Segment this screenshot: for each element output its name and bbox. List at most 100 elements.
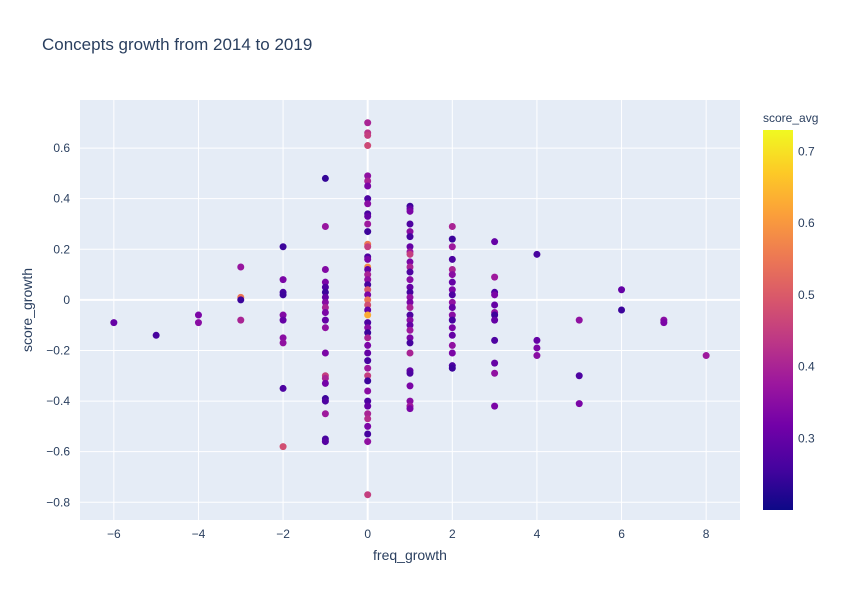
scatter-point	[491, 316, 499, 324]
scatter-point	[364, 255, 372, 263]
scatter-point	[364, 319, 372, 327]
scatter-point	[364, 195, 372, 203]
scatter-point	[575, 400, 583, 408]
x-tick-label: 4	[534, 527, 541, 541]
scatter-point	[448, 291, 456, 299]
scatter-point	[448, 341, 456, 349]
scatter-point	[364, 306, 372, 314]
scatter-point	[448, 255, 456, 263]
scatter-point	[321, 283, 329, 291]
scatter-point	[491, 359, 499, 367]
scatter-point	[279, 291, 287, 299]
scatter-point	[406, 207, 414, 215]
y-tick-label: 0.6	[53, 141, 70, 155]
scatter-point	[702, 352, 710, 360]
x-axis-ticks: −6 −4 −2 0 2 4 6 8	[107, 527, 710, 541]
scatter-point	[364, 212, 372, 220]
scatter-point	[491, 336, 499, 344]
scatter-point	[448, 349, 456, 357]
scatter-point	[406, 243, 414, 251]
scatter-point	[406, 250, 414, 258]
scatter-point	[364, 177, 372, 185]
x-tick-label: 0	[364, 527, 371, 541]
scatter-point	[406, 349, 414, 357]
scatter-point	[406, 276, 414, 284]
colorbar-ticks: 0.3 0.4 0.5 0.6 0.7	[798, 145, 815, 446]
scatter-point	[364, 422, 372, 430]
y-tick-label: 0	[63, 293, 70, 307]
scatter-point	[406, 316, 414, 324]
scatter-point	[448, 311, 456, 319]
y-tick-label: −0.4	[46, 394, 70, 408]
scatter-point	[575, 372, 583, 380]
scatter-point	[364, 491, 372, 499]
scatter-point	[279, 443, 287, 451]
scatter-point	[364, 357, 372, 365]
scatter-point	[448, 364, 456, 372]
scatter-point	[406, 321, 414, 329]
scatter-point	[321, 397, 329, 405]
scatter-point	[491, 402, 499, 410]
scatter-point	[364, 182, 372, 190]
scatter-point	[321, 298, 329, 306]
y-axis-title: score_growth	[19, 268, 35, 352]
chart-title: Concepts growth from 2014 to 2019	[42, 35, 312, 54]
scatter-point	[533, 336, 541, 344]
x-tick-label: −4	[192, 527, 206, 541]
x-tick-label: 6	[618, 527, 625, 541]
scatter-point	[321, 293, 329, 301]
colorbar-tick-label: 0.7	[798, 145, 815, 159]
scatter-point	[364, 387, 372, 395]
colorbar	[763, 130, 793, 510]
y-tick-label: 0.4	[53, 192, 70, 206]
scatter-point	[321, 303, 329, 311]
scatter-point	[406, 268, 414, 276]
scatter-point	[448, 235, 456, 243]
scatter-point	[491, 238, 499, 246]
scatter-point	[406, 288, 414, 296]
scatter-point	[279, 334, 287, 342]
scatter-point	[448, 271, 456, 279]
scatter-point	[364, 131, 372, 139]
scatter-point	[406, 334, 414, 342]
scatter-point	[321, 410, 329, 418]
scatter-point	[279, 276, 287, 284]
scatter-point	[406, 233, 414, 241]
scatter-point	[448, 316, 456, 324]
scatter-point	[364, 329, 372, 337]
scatter-point	[321, 223, 329, 231]
scatter-point	[364, 324, 372, 332]
colorbar-tick-label: 0.6	[798, 216, 815, 230]
scatter-point	[279, 316, 287, 324]
scatter-point	[321, 324, 329, 332]
colorbar-tick-label: 0.5	[798, 288, 815, 302]
scatter-point	[321, 174, 329, 182]
scatter-point	[237, 296, 245, 304]
scatter-point	[406, 339, 414, 347]
scatter-point	[364, 276, 372, 284]
scatter-point	[364, 334, 372, 342]
scatter-point	[364, 200, 372, 208]
scatter-point	[194, 311, 202, 319]
scatter-point	[364, 281, 372, 289]
scatter-point	[448, 324, 456, 332]
scatter-point	[279, 339, 287, 347]
scatter-point	[364, 291, 372, 299]
scatter-point	[406, 369, 414, 377]
scatter-point	[448, 266, 456, 274]
scatter-point	[406, 397, 414, 405]
scatter-point	[364, 301, 372, 309]
y-tick-label: −0.6	[46, 445, 70, 459]
scatter-point	[448, 278, 456, 286]
scatter-point	[321, 316, 329, 324]
scatter-point	[448, 331, 456, 339]
scatter-point	[152, 331, 160, 339]
colorbar-tick-label: 0.4	[798, 360, 815, 374]
scatter-point	[321, 374, 329, 382]
y-axis-ticks: −0.8 −0.6 −0.4 −0.2 0 0.2 0.4 0.6	[46, 141, 70, 509]
scatter-point	[364, 415, 372, 423]
scatter-point	[364, 296, 372, 304]
x-tick-label: −2	[276, 527, 290, 541]
y-tick-label: 0.2	[53, 242, 70, 256]
